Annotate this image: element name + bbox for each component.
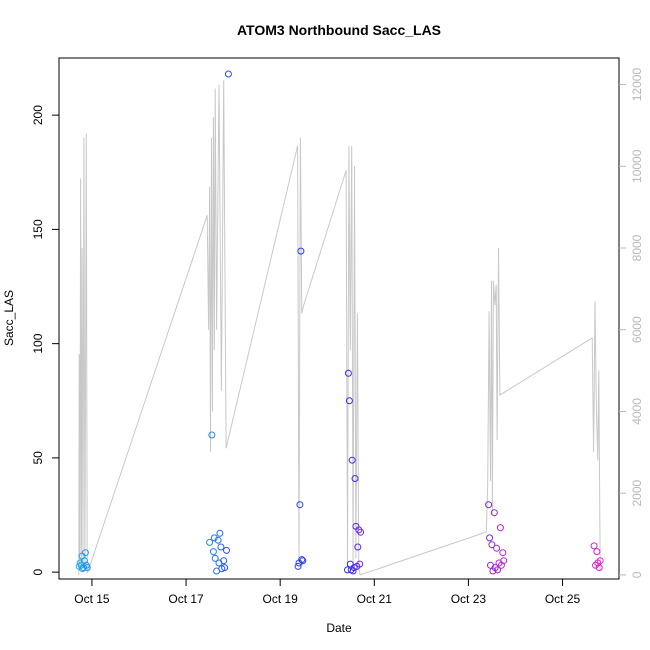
data-point — [83, 564, 91, 572]
y-axis: 0 50 100 150 200 — [31, 105, 59, 575]
data-point — [224, 70, 232, 78]
x-tick-label: Oct 19 — [262, 592, 298, 606]
right-axis-series — [78, 80, 601, 576]
data-point — [223, 546, 230, 554]
data-point — [593, 548, 601, 556]
right-tick-label: 6000 — [630, 316, 644, 343]
data-point — [210, 534, 218, 542]
y-tick-label: 50 — [31, 451, 45, 465]
data-point — [351, 475, 359, 482]
data-point — [486, 534, 494, 542]
data-point — [294, 562, 302, 570]
data-point — [494, 566, 502, 574]
data-point — [590, 542, 598, 550]
data-point — [345, 397, 353, 405]
y-tick-label: 0 — [31, 568, 45, 575]
x-tick-label: Oct 21 — [357, 592, 393, 606]
data-point — [499, 549, 507, 557]
data-point — [485, 501, 493, 509]
data-point — [496, 524, 504, 532]
data-point — [348, 456, 356, 464]
data-point — [493, 544, 501, 552]
data-point — [214, 536, 222, 544]
data-points — [75, 70, 604, 575]
x-tick-label: Oct 17 — [168, 592, 204, 606]
data-point — [208, 431, 216, 439]
right-series-line — [78, 80, 601, 576]
data-point — [592, 561, 599, 569]
data-point — [220, 557, 228, 565]
data-point — [221, 564, 229, 572]
x-tick-label: Oct 23 — [451, 592, 487, 606]
x-axis: Oct 15 Oct 17 Oct 19 Oct 21 Oct 23 Oct 25 — [74, 579, 581, 606]
data-point — [356, 560, 364, 568]
right-tick-label: 2000 — [630, 480, 644, 507]
data-point — [349, 567, 357, 575]
right-tick-label: 8000 — [630, 234, 644, 261]
data-point — [217, 543, 225, 551]
y-tick-label: 100 — [31, 333, 45, 353]
data-point — [357, 528, 365, 536]
data-point — [344, 369, 352, 377]
data-point — [206, 538, 214, 546]
data-point — [355, 526, 363, 534]
data-point — [216, 529, 224, 537]
data-point — [299, 557, 307, 565]
data-point — [296, 501, 304, 509]
right-tick-label: 0 — [630, 571, 644, 578]
right-tick-label: 10000 — [630, 149, 644, 183]
data-point — [80, 557, 88, 565]
y-axis-label: Sacc_LAS — [2, 290, 16, 346]
data-point — [77, 561, 85, 569]
data-point — [594, 559, 602, 567]
data-point — [490, 509, 498, 517]
data-point — [346, 560, 354, 568]
plot-area — [58, 57, 620, 580]
x-axis-label: Date — [326, 621, 352, 635]
y-tick-label: 150 — [31, 219, 45, 239]
data-point — [596, 557, 604, 565]
right-tick-label: 12000 — [630, 68, 644, 102]
data-point — [491, 564, 499, 572]
data-point — [500, 557, 508, 565]
x-tick-label: Oct 15 — [74, 592, 110, 606]
data-point — [488, 541, 496, 549]
chart-title: ATOM3 Northbound Sacc_LAS — [237, 22, 441, 38]
y-tick-label: 200 — [31, 105, 45, 125]
right-tick-label: 4000 — [630, 398, 644, 425]
x-tick-label: Oct 25 — [545, 592, 581, 606]
data-point — [211, 554, 219, 562]
data-point — [297, 247, 305, 255]
data-point — [81, 549, 89, 557]
data-point — [209, 548, 217, 556]
right-axis: 0 2000 4000 6000 8000 10000 12000 — [619, 68, 644, 578]
data-point — [354, 543, 362, 551]
data-point — [595, 564, 603, 572]
data-point — [298, 556, 306, 564]
